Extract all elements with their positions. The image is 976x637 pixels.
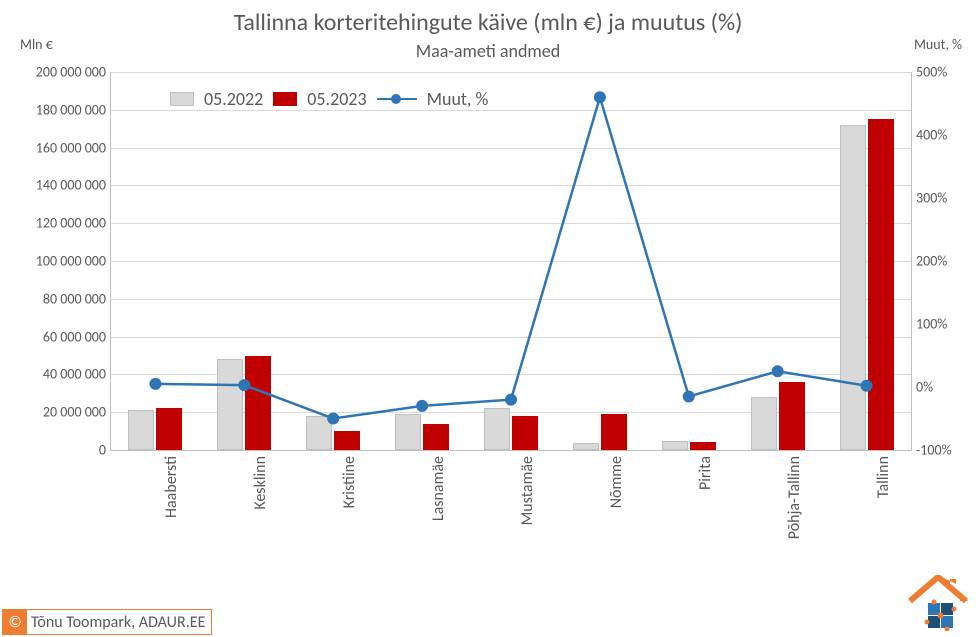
x-tick-label: Nõmme <box>607 456 626 508</box>
brand-logo <box>906 575 970 631</box>
y-left-tick: 100 000 000 <box>6 253 106 270</box>
x-tick-label: Kristiine <box>340 456 359 508</box>
y-left-tick: 160 000 000 <box>6 139 106 156</box>
legend-label-2022: 05.2022 <box>204 88 263 110</box>
y-left-tick: 120 000 000 <box>6 215 106 232</box>
line-marker <box>149 378 161 390</box>
y-right-tick: 500% <box>916 64 976 81</box>
y-right-tick: 300% <box>916 190 976 207</box>
plot-area <box>110 72 912 451</box>
legend-swatch-line <box>377 92 417 106</box>
line-marker <box>772 365 784 377</box>
y-right-tick: 0% <box>916 379 976 396</box>
x-tick-label: Pirita <box>696 456 715 490</box>
line-marker <box>505 394 517 406</box>
y-right-tick: 400% <box>916 127 976 144</box>
line-series <box>155 97 866 418</box>
credit-text: Tõnu Toompark, ADAUR.EE <box>31 613 211 632</box>
line-marker <box>238 379 250 391</box>
legend: 05.2022 05.2023 Muut, % <box>170 88 488 110</box>
line-marker <box>861 380 873 392</box>
line-marker <box>327 413 339 425</box>
y-left-tick: 180 000 000 <box>6 101 106 118</box>
legend-swatch-2023 <box>273 92 297 106</box>
y-right-tick: -100% <box>916 442 976 459</box>
y-right-tick: 100% <box>916 316 976 333</box>
legend-swatch-2022 <box>170 92 194 106</box>
x-tick-label: Kesklinn <box>251 456 270 510</box>
y-left-tick: 80 000 000 <box>6 290 106 307</box>
y-left-tick: 60 000 000 <box>6 328 106 345</box>
y-left-tick: 200 000 000 <box>6 64 106 81</box>
y-axis-left-label: Mln € <box>20 36 53 53</box>
chart-container: Tallinna korteritehingute käive (mln €) … <box>0 0 976 637</box>
legend-label-line: Muut, % <box>427 88 489 110</box>
legend-label-2023: 05.2023 <box>307 88 366 110</box>
x-tick-label: Haabersti <box>162 456 181 518</box>
credit-symbol: © <box>3 610 27 634</box>
credit-box: © Tõnu Toompark, ADAUR.EE <box>2 609 212 635</box>
line-marker <box>416 400 428 412</box>
y-right-tick: 200% <box>916 253 976 270</box>
x-tick-label: Põhja-Tallinn <box>785 456 804 539</box>
chart-title: Tallinna korteritehingute käive (mln €) … <box>0 8 976 37</box>
line-marker <box>683 390 695 402</box>
chart-subtitle: Maa-ameti andmed <box>0 40 976 62</box>
y-left-tick: 0 <box>6 442 106 459</box>
x-tick-label: Lasnamäe <box>429 456 448 521</box>
y-left-tick: 140 000 000 <box>6 177 106 194</box>
x-tick-label: Mustamäe <box>518 456 537 525</box>
y-left-tick: 40 000 000 <box>6 366 106 383</box>
y-left-tick: 20 000 000 <box>6 404 106 421</box>
x-tick-label: Tallinn <box>874 456 893 498</box>
line-marker <box>594 91 606 103</box>
line-series-layer <box>111 72 911 450</box>
y-axis-right-label: Muut, % <box>914 36 962 53</box>
